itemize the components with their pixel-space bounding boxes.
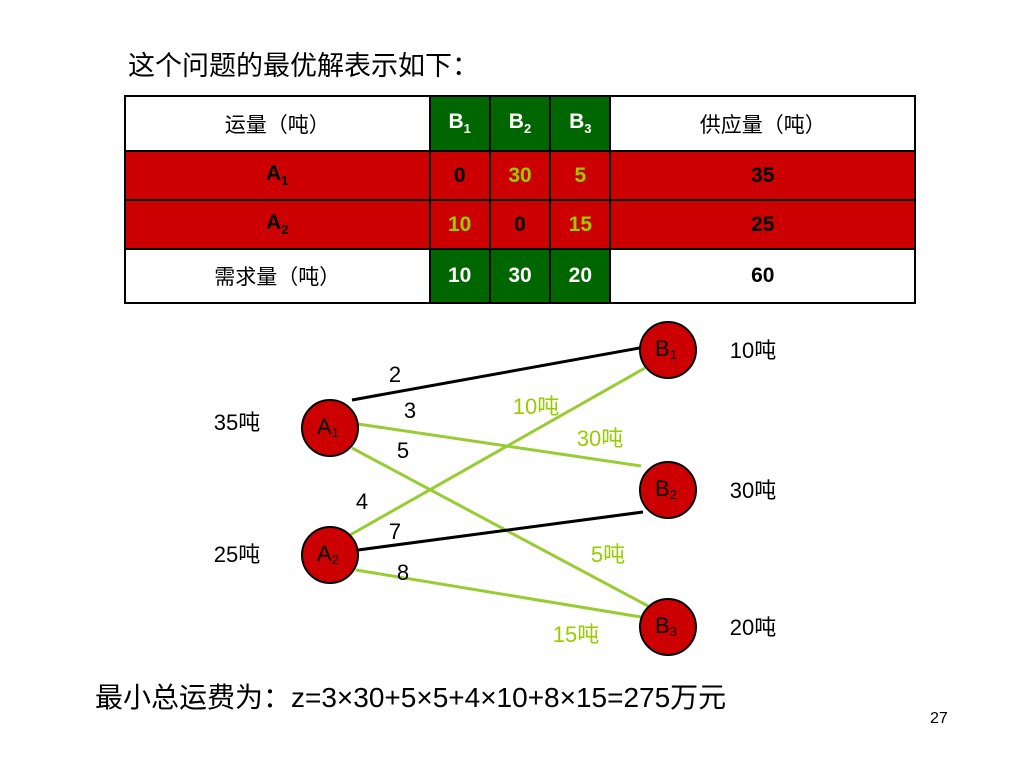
flow: 30吨 <box>577 426 623 451</box>
cell: 供应量（吨） <box>609 95 916 152</box>
cell: 5 <box>549 150 612 201</box>
amount: 20吨 <box>730 615 776 640</box>
cell: 运量（吨） <box>124 95 431 152</box>
amount: 30吨 <box>730 478 776 503</box>
edge <box>351 446 649 608</box>
cell: B3 <box>549 95 612 152</box>
transport-table: 运量（吨） B1 B2 B3 供应量（吨） A1 0 30 5 35 A2 10… <box>124 95 916 304</box>
node <box>301 526 359 584</box>
amount: 35吨 <box>214 410 260 435</box>
cell: 35 <box>609 150 916 201</box>
edge <box>349 366 646 537</box>
cell: 0 <box>428 150 491 201</box>
flow: 5吨 <box>591 542 625 567</box>
cell: 15 <box>549 199 612 250</box>
cell: B1 <box>428 95 491 152</box>
cost: 3 <box>404 398 416 423</box>
node-label: B2 <box>655 476 677 503</box>
node-label: B1 <box>655 336 677 363</box>
title: 这个问题的最优解表示如下： <box>128 51 479 81</box>
node-label: A2 <box>317 541 339 568</box>
cell: 25 <box>609 199 916 250</box>
node-label: A1 <box>317 414 339 441</box>
edge <box>351 345 646 402</box>
page-number: 27 <box>930 710 948 727</box>
node-label: B3 <box>655 613 677 640</box>
cell: 30 <box>488 150 552 201</box>
edge <box>357 510 644 552</box>
cell: 10 <box>428 248 491 304</box>
cell: B2 <box>488 95 552 152</box>
amount: 25吨 <box>214 542 260 567</box>
node <box>301 399 359 457</box>
cell: 20 <box>549 248 612 304</box>
node <box>639 321 697 379</box>
cell: 10 <box>428 199 491 250</box>
edge <box>355 568 642 619</box>
cell: 30 <box>488 248 552 304</box>
formula: 最小总运费为：z=3×30+5×5+4×10+8×15=275万元 <box>95 682 727 713</box>
cost: 4 <box>356 489 368 514</box>
cell: A1 <box>124 150 431 201</box>
cell: 60 <box>609 248 916 304</box>
flow: 15吨 <box>553 622 599 647</box>
cost: 8 <box>397 560 409 585</box>
cost: 5 <box>397 438 409 463</box>
node <box>639 598 697 656</box>
node <box>639 461 697 519</box>
cost: 7 <box>389 519 401 544</box>
cell: A2 <box>124 199 431 250</box>
cost: 2 <box>389 362 401 387</box>
flow: 10吨 <box>513 394 559 419</box>
amount: 10吨 <box>730 338 776 363</box>
edge <box>357 422 642 468</box>
cell: 需求量（吨） <box>124 248 431 304</box>
cell: 0 <box>488 199 552 250</box>
